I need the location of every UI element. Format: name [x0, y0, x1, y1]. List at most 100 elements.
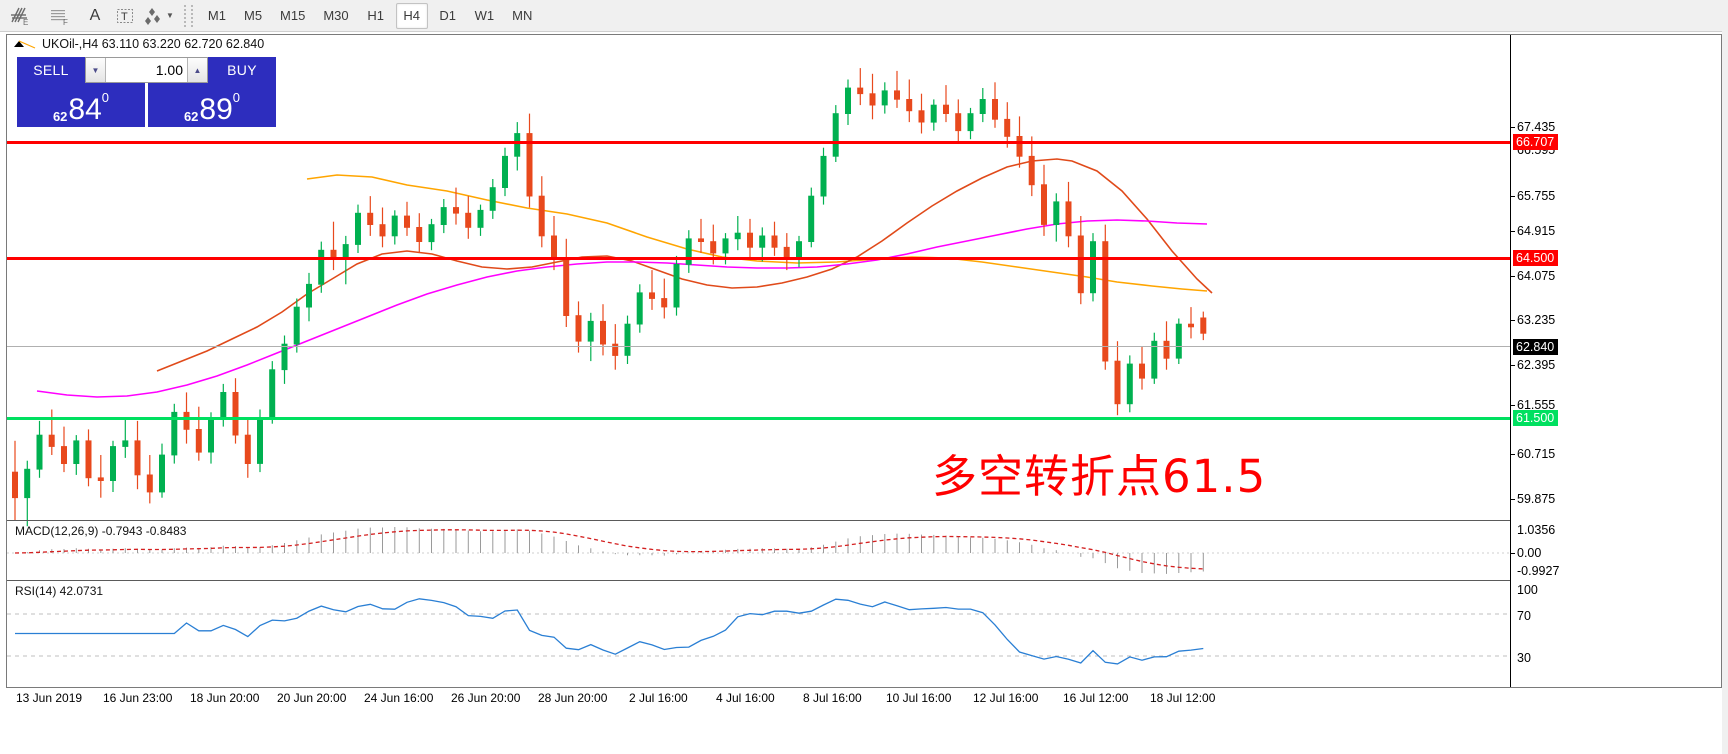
expert-advisor-glyph: E	[11, 7, 28, 26]
sell-price-fraction: 0	[101, 90, 110, 105]
timeframe-mn[interactable]: MN	[512, 8, 533, 23]
price-badge-current-62840[interactable]: 62.840	[1513, 339, 1559, 355]
grid-glyph: F	[51, 9, 68, 26]
volume-stepper[interactable]: ▼ 1.00 ▲	[85, 57, 208, 83]
sell-price-pips: 84	[68, 93, 102, 126]
price-tick-61555-obscured: 61.555	[1511, 398, 1555, 412]
main-toolbar: E F A T ▼ M1 M5 M15 M30 H1 H4	[0, 0, 1728, 32]
macd-tick-min: -0.9927	[1517, 564, 1560, 578]
time-label-1: 16 Jun 23:00	[103, 691, 173, 705]
rsi-curve	[15, 598, 1204, 665]
resistance-line-66707[interactable]	[7, 141, 1510, 144]
shapes-dropdown-caret-icon[interactable]: ▼	[166, 11, 174, 20]
rsi-tick-30: 30	[1517, 651, 1531, 665]
time-axis[interactable]: 13 Jun 2019 16 Jun 23:00 18 Jun 20:00 20…	[6, 689, 1722, 713]
price-badge-resistance-64500[interactable]: 64.500	[1513, 250, 1559, 266]
svg-text:F: F	[63, 18, 68, 26]
price-badge-support-61500[interactable]: 61.500	[1513, 410, 1559, 426]
time-label-12: 16 Jul 12:00	[1063, 691, 1129, 705]
volume-decrease-icon[interactable]: ▼	[86, 58, 106, 82]
price-tick-59875: 59.875	[1511, 492, 1555, 506]
symbol-header: UKOil-,H4 63.110 63.220 62.720 62.840	[13, 37, 264, 51]
price-tick-67435: 67.435	[1511, 120, 1555, 134]
timeframe-m30[interactable]: M30	[323, 8, 349, 23]
sell-button[interactable]: SELL	[17, 57, 85, 83]
rsi-pane-divider	[7, 580, 1510, 581]
buy-price-display[interactable]: 62 89 0	[148, 83, 276, 127]
rsi-tick-100: 100	[1517, 583, 1538, 597]
buy-button[interactable]: BUY	[208, 57, 276, 83]
shapes-objects-icon[interactable]	[140, 2, 170, 30]
resistance-line-64500[interactable]	[7, 257, 1510, 260]
grid-crosshair-icon[interactable]: F	[40, 2, 80, 30]
timeframe-d1[interactable]: D1	[439, 8, 456, 23]
support-line-61500[interactable]	[7, 417, 1510, 420]
trade-panel-top-row: SELL ▼ 1.00 ▲ BUY	[17, 57, 276, 83]
sell-price-whole: 62	[52, 109, 68, 124]
price-tick-60715: 60.715	[1511, 447, 1555, 461]
time-label-8: 4 Jul 16:00	[716, 691, 775, 705]
price-tick-62395: 62.395	[1511, 358, 1555, 372]
buy-price-pips: 89	[199, 93, 233, 126]
price-tick-65755: 65.755	[1511, 189, 1555, 203]
text-box-glyph: T	[117, 8, 133, 23]
ma-orange-line	[306, 174, 1208, 292]
svg-text:T: T	[121, 11, 128, 23]
ma-magenta-line	[36, 219, 1208, 398]
one-click-trading-panel[interactable]: SELL ▼ 1.00 ▲ BUY 62 84 0 62 89 0	[17, 57, 276, 127]
right-gutter	[1722, 0, 1728, 754]
macd-tick-zero: 0.00	[1511, 546, 1541, 560]
macd-histogram	[26, 527, 1204, 574]
time-label-6: 28 Jun 20:00	[538, 691, 608, 705]
price-tick-63235: 63.235	[1511, 313, 1555, 327]
price-badge-resistance-66707[interactable]: 66.707	[1513, 134, 1559, 150]
timeframe-m5[interactable]: M5	[243, 8, 263, 23]
rsi-plot[interactable]	[7, 581, 1510, 686]
toolbar-separator[interactable]	[183, 4, 193, 27]
shapes-glyph	[145, 7, 160, 25]
macd-label[interactable]: MACD(12,26,9) -0.7943 -0.8483	[15, 524, 187, 538]
macd-pane-divider	[7, 520, 1510, 521]
timeframe-m15[interactable]: M15	[280, 8, 306, 23]
text-box-icon[interactable]: T	[110, 2, 140, 30]
timeframe-m1[interactable]: M1	[207, 8, 226, 23]
price-tick-64915: 64.915	[1511, 224, 1555, 238]
time-label-3: 20 Jun 20:00	[277, 691, 347, 705]
ma-red-line	[156, 158, 1213, 372]
time-label-10: 10 Jul 16:00	[886, 691, 952, 705]
time-label-7: 2 Jul 16:00	[629, 691, 688, 705]
time-label-5: 26 Jun 20:00	[451, 691, 521, 705]
timeframe-w1[interactable]: W1	[474, 8, 495, 23]
rsi-label[interactable]: RSI(14) 42.0731	[15, 584, 104, 598]
volume-input[interactable]: 1.00	[155, 62, 183, 78]
trade-panel-prices: 62 84 0 62 89 0	[17, 83, 276, 127]
time-label-4: 24 Jun 16:00	[364, 691, 434, 705]
buy-price-fraction: 0	[232, 90, 241, 105]
symbol-collapse-icon[interactable]	[13, 38, 37, 50]
chart-annotation-text[interactable]: 多空转折点61.5	[932, 450, 1267, 503]
time-label-2: 18 Jun 20:00	[190, 691, 260, 705]
chart-canvas[interactable]: UKOil-,H4 63.110 63.220 62.720 62.840 多空…	[7, 35, 1721, 687]
chart-window[interactable]: UKOil-,H4 63.110 63.220 62.720 62.840 多空…	[6, 34, 1722, 688]
text-label-icon[interactable]: A	[89, 6, 101, 24]
rsi-tick-70: 70	[1517, 609, 1531, 623]
sell-price-display[interactable]: 62 84 0	[17, 83, 145, 127]
time-label-0: 13 Jun 2019	[16, 691, 83, 705]
bottom-strip	[0, 714, 1728, 754]
timeframe-h4[interactable]: H4	[395, 2, 428, 29]
macd-plot[interactable]	[7, 521, 1510, 578]
price-plot[interactable]	[7, 51, 1510, 529]
timeframe-h1[interactable]: H1	[367, 8, 384, 23]
svg-text:E: E	[23, 18, 28, 26]
macd-tick-max: 1.0356	[1517, 523, 1556, 537]
time-label-13: 18 Jul 12:00	[1150, 691, 1216, 705]
volume-increase-icon[interactable]: ▲	[187, 58, 207, 82]
buy-price-whole: 62	[183, 109, 199, 124]
current-price-line	[7, 346, 1510, 347]
macd-signal-line	[14, 529, 1204, 570]
expert-advisor-icon[interactable]: E	[0, 2, 40, 30]
price-tick-64075: 64.075	[1511, 269, 1555, 283]
time-label-9: 8 Jul 16:00	[803, 691, 862, 705]
symbol-ohlc-text: UKOil-,H4 63.110 63.220 62.720 62.840	[42, 37, 265, 51]
price-scale[interactable]: 67.435 66.595 65.755 64.915 64.075 63.23…	[1510, 35, 1721, 687]
